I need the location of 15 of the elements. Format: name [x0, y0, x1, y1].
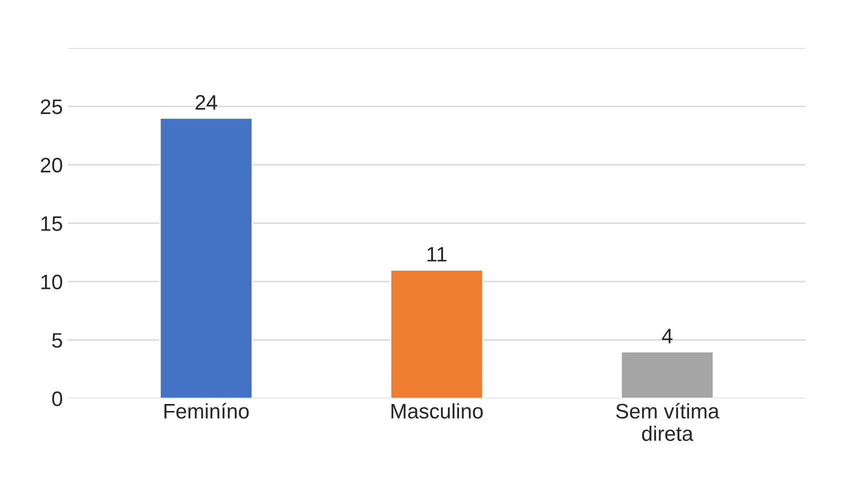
- y-tick-label: 25: [40, 99, 62, 114]
- x-tick-label: Feminíno: [164, 403, 249, 419]
- y-tick-label: 20: [40, 158, 62, 173]
- y-tick-label: 5: [52, 333, 62, 348]
- y-tick-label: 15: [41, 216, 62, 231]
- bar: [159, 117, 253, 398]
- data-label: 4: [662, 328, 672, 344]
- data-label: 24: [196, 95, 218, 110]
- y-tick-label: 0: [52, 391, 62, 406]
- data-label: 11: [427, 247, 447, 262]
- y-tick-label: 10: [41, 274, 62, 290]
- bar: [390, 269, 484, 398]
- x-tick-label: Sem vítima direta: [616, 403, 720, 442]
- x-tick-label: Masculino: [392, 403, 483, 419]
- bar: [620, 350, 714, 398]
